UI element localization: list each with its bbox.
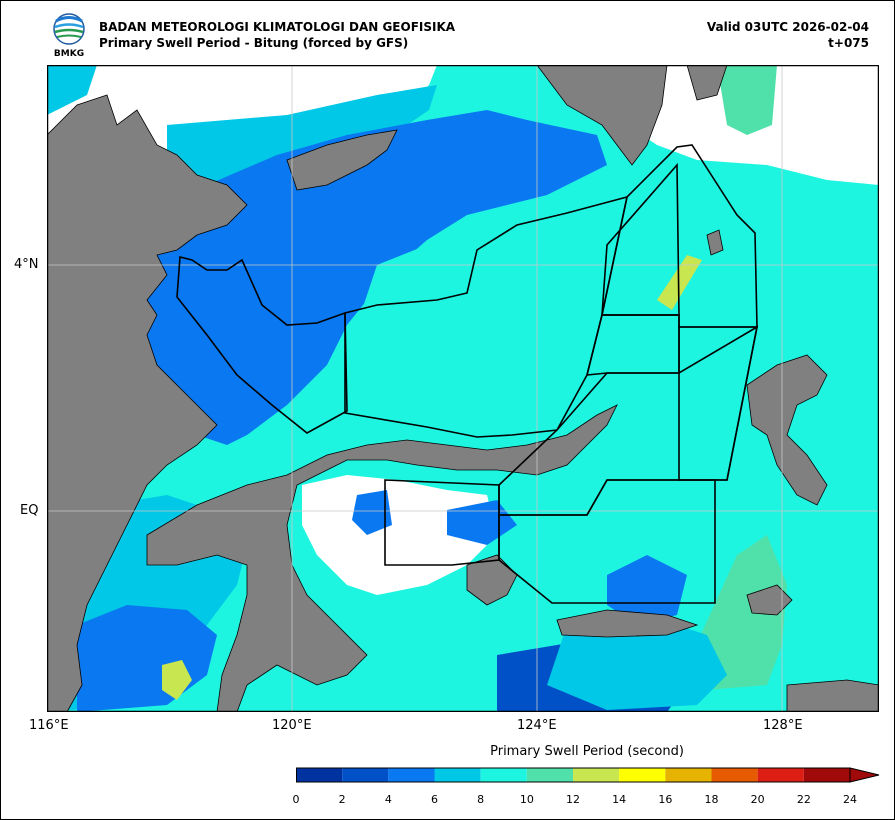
colorbar-bin [803, 768, 850, 782]
bmkg-logo: BMKG [53, 13, 85, 58]
y-tick-4N: 4°N [14, 257, 39, 272]
area-molucca-south [498, 479, 716, 604]
area-celebes-west [176, 255, 348, 434]
colorbar-bin [526, 768, 573, 782]
land-sulawesi [146, 404, 618, 712]
swell-4-6-nw-coast [47, 65, 97, 115]
x-tick-124: 124°E [517, 718, 557, 733]
map-border [47, 65, 879, 712]
colorbar-tick-label: 4 [384, 793, 392, 806]
colorbar-tick-label: 2 [338, 793, 346, 806]
lead-time: t+075 [828, 36, 869, 50]
colorbar [296, 767, 880, 783]
colorbar-tick-label: 8 [477, 793, 485, 806]
product-title: Primary Swell Period - Bitung (forced by… [99, 36, 409, 50]
colorbar-tick-label: 12 [566, 793, 580, 806]
swell-8-10-central [337, 200, 637, 430]
land-sabah-north [286, 129, 398, 191]
colorbar-bin [342, 768, 389, 782]
swell-2-4-tomini [352, 490, 392, 535]
colorbar-bin [480, 768, 527, 782]
colorbar-tick-label: 14 [612, 793, 627, 806]
land-moluccas [556, 609, 699, 638]
land-sangihe [706, 229, 724, 256]
swell-4-6-south [547, 615, 727, 710]
colorbar-bin [711, 768, 758, 782]
swell-10-12-ne [717, 65, 777, 135]
header-right: Valid 03UTC 2026-02-04 t+075 [707, 19, 869, 51]
colorbar-bin [296, 768, 343, 782]
land-buru [746, 584, 793, 616]
x-tick-128: 128°E [763, 718, 803, 733]
colorbar-bin [388, 768, 435, 782]
colorbar-tick-label: 0 [292, 793, 300, 806]
colorbar-tick-label: 10 [519, 793, 534, 806]
y-tick-EQ: EQ [20, 503, 39, 518]
colorbar-bin [434, 768, 481, 782]
colorbar-bin [573, 768, 620, 782]
colorbar-bin [757, 768, 804, 782]
valid-time: Valid 03UTC 2026-02-04 [706, 20, 869, 34]
colorbar-tick-label: 22 [796, 793, 811, 806]
area-tomini [384, 479, 500, 566]
land-borneo [47, 94, 248, 712]
header-left: BADAN METEOROLOGI KLIMATOLOGI DAN GEOFIS… [99, 19, 455, 51]
colorbar-tick-label: 20 [750, 793, 765, 806]
graticule [47, 65, 879, 712]
swell-2-4-se [607, 555, 687, 625]
colorbar-tick-label: 24 [843, 793, 857, 806]
colorbar-title: Primary Swell Period (second) [490, 744, 684, 759]
land-halmahera [746, 354, 828, 506]
area-north-maluku [678, 326, 758, 481]
x-tick-116: 116°E [29, 718, 69, 733]
colorbar-bin [665, 768, 712, 782]
colorbar-extend-arrow [849, 767, 880, 783]
swell-12-14-spot [162, 660, 192, 700]
land-sulawesi-se [466, 554, 518, 606]
land-mindanao [536, 65, 668, 166]
colorbar-bin [619, 768, 666, 782]
logo-text: BMKG [54, 49, 84, 58]
colorbar-tick-label: 18 [704, 793, 719, 806]
swell-2-4-celebes [137, 110, 607, 445]
swell-period-map [47, 65, 879, 712]
forecast-areas [176, 144, 759, 604]
colorbar-tick-label: 16 [658, 793, 673, 806]
land-seram [786, 679, 879, 712]
land-mindanao-e [686, 65, 728, 101]
x-tick-120: 120°E [272, 718, 312, 733]
map-panel [47, 65, 879, 712]
colorbar-tick-label: 6 [431, 793, 438, 806]
swell-12-14-ne [657, 255, 702, 310]
agency-title: BADAN METEOROLOGI KLIMATOLOGI DAN GEOFIS… [99, 20, 456, 34]
